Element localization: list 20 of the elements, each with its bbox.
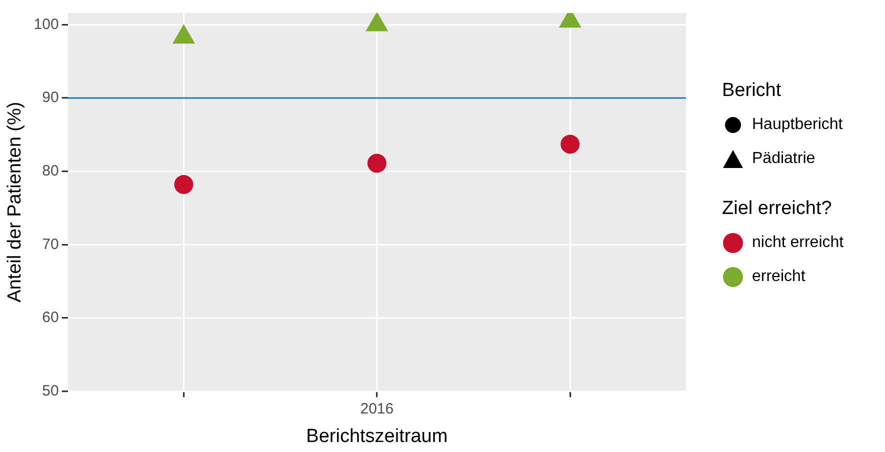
point	[174, 175, 194, 194]
y-tick-label: 100	[34, 16, 59, 33]
text: Pädiatrie	[752, 150, 816, 168]
y-tick-label: 60	[42, 309, 59, 326]
legend-title: Ziel erreicht?	[722, 198, 833, 220]
y-tick-label: 70	[42, 236, 59, 253]
y-tick-label: 50	[42, 382, 59, 400]
point	[560, 134, 580, 154]
legend-label: erreicht	[752, 268, 806, 286]
text: Hauptbericht	[752, 116, 843, 134]
point	[367, 154, 386, 173]
x-axis-title: Berichtszeitraum	[306, 426, 448, 447]
legend-label: nicht erreicht	[752, 234, 844, 252]
text: Bericht	[722, 80, 782, 102]
point	[366, 13, 388, 32]
y-tick-label: 80	[42, 162, 59, 180]
x-tick-label: 2016	[360, 400, 394, 418]
y-tick-label: 90	[42, 89, 59, 106]
y-axis-title: Anteil der Patienten (%)	[4, 102, 26, 302]
point	[172, 24, 195, 44]
